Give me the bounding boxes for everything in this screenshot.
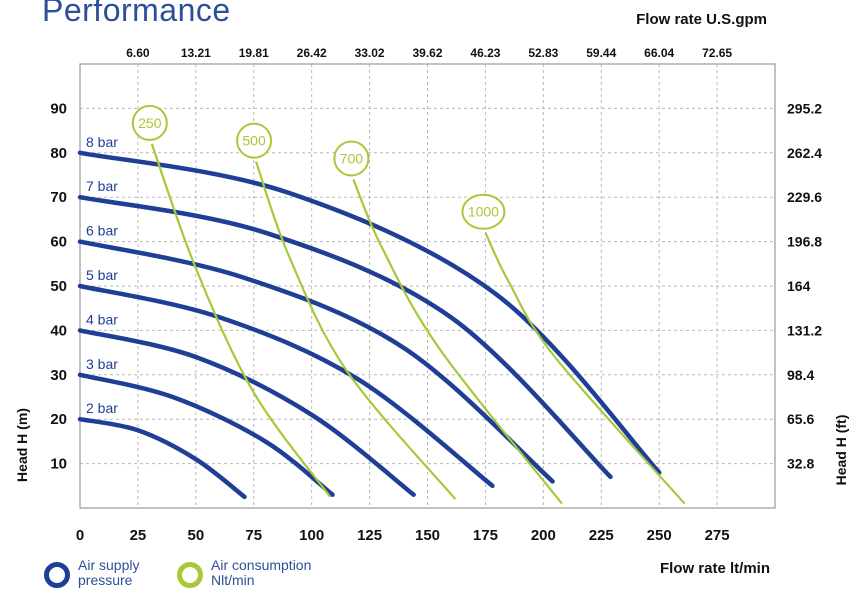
air-curve-250 (150, 143, 332, 498)
y2-tick-label: 262.4 (787, 145, 822, 161)
air-label-250: 250 (138, 115, 162, 131)
page-title: Performance (42, 0, 231, 28)
x-tick-label: 125 (357, 527, 382, 544)
legend-pressure-line2: pressure (78, 572, 133, 588)
ring-icon-blue (44, 562, 70, 588)
air-badge-250 (131, 104, 168, 141)
x-tick-label: 75 (245, 527, 262, 544)
y2-tick-label: 164 (787, 278, 811, 294)
pressure-label-4-bar: 4 bar (86, 311, 118, 327)
pressure-label-8-bar: 8 bar (86, 134, 118, 150)
x2-axis-label: Flow rate U.S.gpm (636, 11, 767, 28)
y2-tick-label: 196.8 (787, 234, 822, 250)
pressure-curve-3-bar (77, 372, 335, 497)
y2-tick-label: 131.2 (787, 322, 822, 338)
x-tick-label: 100 (299, 527, 324, 544)
air-curve-500 (255, 161, 457, 500)
air-curve-700 (352, 178, 563, 505)
y2-tick-label: 32.8 (787, 456, 814, 472)
y-tick-label: 30 (50, 367, 67, 384)
x2-tick-label: 59.44 (586, 46, 616, 60)
y2-axis-label: Head H (ft) (833, 415, 849, 486)
legend-air-line2: Nlt/min (211, 572, 255, 588)
x2-tick-label: 39.62 (412, 46, 442, 60)
y-tick-label: 40 (50, 322, 67, 339)
x2-tick-label: 26.42 (297, 46, 327, 60)
legend-air-supply-pressure: Air supply pressure (44, 558, 139, 588)
pressure-curve-8-bar (77, 150, 662, 475)
x-tick-label: 275 (705, 527, 730, 544)
x2-tick-label: 72.65 (702, 46, 732, 60)
x-tick-label: 25 (130, 527, 147, 544)
y2-tick-label: 295.2 (787, 100, 822, 116)
y-tick-label: 50 (50, 278, 67, 295)
legend-pressure-line1: Air supply (78, 557, 140, 573)
ring-icon-green (177, 562, 203, 588)
y-tick-label: 20 (50, 411, 67, 428)
x2-tick-label: 33.02 (355, 46, 385, 60)
x-tick-label: 175 (473, 527, 498, 544)
x2-tick-label: 6.60 (126, 46, 150, 60)
x-tick-label: 50 (187, 527, 204, 544)
air-badge-1000 (461, 193, 506, 230)
x-tick-label: 150 (415, 527, 440, 544)
y2-tick-label: 65.6 (787, 411, 814, 427)
pressure-label-3-bar: 3 bar (86, 356, 118, 372)
y-tick-label: 80 (50, 145, 67, 162)
x-tick-label: 200 (531, 527, 556, 544)
y-tick-label: 60 (50, 234, 67, 251)
pressure-curve-7-bar (77, 194, 613, 480)
pressure-curve-5-bar (77, 283, 495, 489)
legend-air-consumption: Air consumption Nlt/min (177, 558, 311, 588)
air-curve-1000 (484, 232, 686, 505)
x2-tick-label: 13.21 (181, 46, 211, 60)
pressure-curve-6-bar (77, 239, 555, 484)
y2-tick-label: 98.4 (787, 367, 814, 383)
air-label-700: 700 (340, 150, 364, 166)
y-tick-label: 70 (50, 189, 67, 206)
air-badge-700 (333, 140, 370, 177)
y2-tick-label: 229.6 (787, 189, 822, 205)
pressure-label-7-bar: 7 bar (86, 178, 118, 194)
y-tick-label: 90 (50, 100, 67, 117)
y-tick-label: 10 (50, 456, 67, 473)
air-label-500: 500 (242, 133, 266, 149)
x2-tick-label: 52.83 (528, 46, 558, 60)
pressure-label-2-bar: 2 bar (86, 400, 118, 416)
air-badge-500 (236, 122, 273, 159)
pressure-label-5-bar: 5 bar (86, 267, 118, 283)
y-axis-label: Head H (m) (14, 408, 30, 482)
x-axis-label: Flow rate lt/min (660, 560, 770, 577)
pressure-curve-2-bar (77, 416, 247, 500)
x-tick-label: 250 (647, 527, 672, 544)
x-tick-label: 225 (589, 527, 614, 544)
x-tick-label: 0 (76, 527, 84, 544)
x2-tick-label: 66.04 (644, 46, 674, 60)
legend-air-line1: Air consumption (211, 557, 312, 573)
pressure-curve-4-bar (77, 328, 416, 497)
x2-tick-label: 46.23 (470, 46, 500, 60)
pressure-label-6-bar: 6 bar (86, 223, 118, 239)
air-label-1000: 1000 (468, 204, 499, 220)
x2-tick-label: 19.81 (239, 46, 269, 60)
